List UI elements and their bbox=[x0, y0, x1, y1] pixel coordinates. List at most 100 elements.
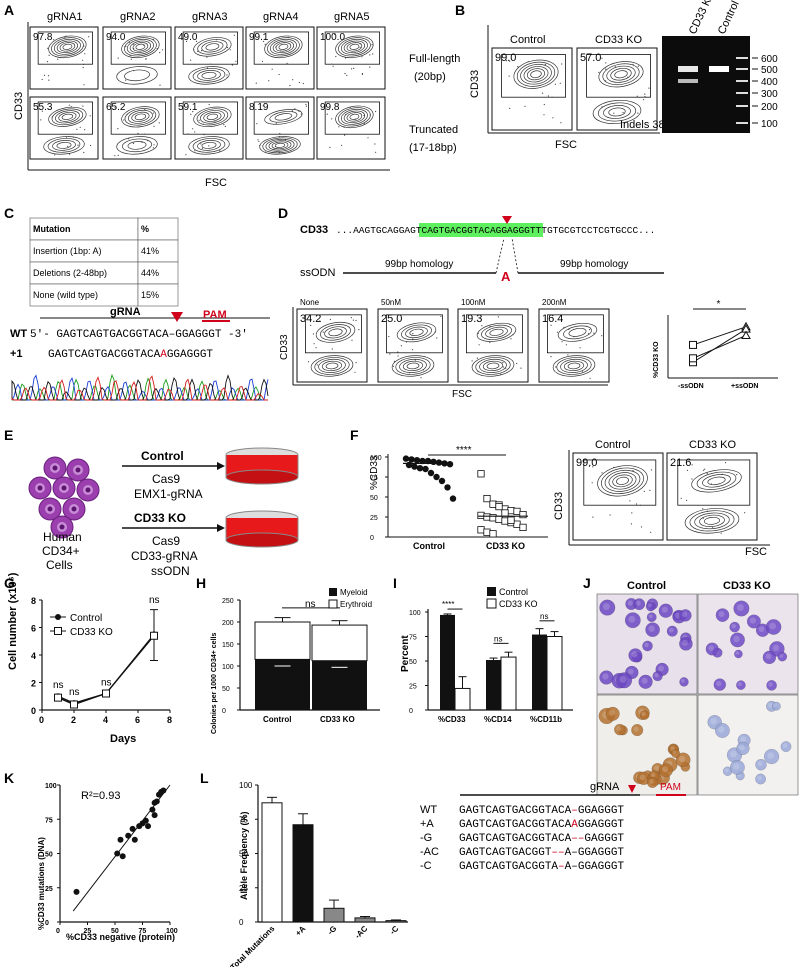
panel-a-plot-r1-c5-value: 100.0 bbox=[320, 32, 345, 43]
gel-ladder-band-6 bbox=[736, 122, 748, 124]
gel-ladder-label-100: 100 bbox=[761, 119, 778, 130]
panel-k-xlabel: %CD33 negative (protein) bbox=[66, 932, 175, 942]
i-ytick-75: 75 bbox=[409, 635, 417, 642]
g-xtick-0: 0 bbox=[39, 715, 44, 725]
f-control-pt-12 bbox=[416, 465, 424, 472]
h-ytick-50: 50 bbox=[222, 686, 230, 693]
i-bar-ko-2 bbox=[500, 656, 517, 711]
panel-a-plot-r1-c1-gate bbox=[37, 31, 93, 65]
k-ytick-50: 50 bbox=[45, 852, 53, 859]
g-ko-pt-2 bbox=[70, 700, 78, 709]
h-ytick-200: 200 bbox=[222, 620, 234, 627]
panel-d-plot-3-neg-pop bbox=[471, 355, 515, 377]
e-ko-line2: CD33-gRNA bbox=[131, 549, 198, 563]
allele-seq-5: GAGTCAGTGACGGTA–A–GGAGGGT bbox=[459, 861, 624, 873]
i-sig-1: **** bbox=[442, 600, 454, 609]
panel-a-plot-r1-c4: 99.1 bbox=[245, 26, 315, 90]
l-xcat-5: -C bbox=[388, 924, 400, 936]
homology-left: 99bp homology bbox=[385, 259, 453, 270]
panel-d: CD33 ...AAGTGCAGGAGTCAGTGACGGTACAGGAGGGT… bbox=[279, 216, 778, 400]
paired-sig: * bbox=[717, 299, 721, 310]
panel-a-plot-r2-c3-gate bbox=[182, 101, 238, 135]
panel-a-xlabel: FSC bbox=[205, 177, 227, 189]
gel-ladder-band-5 bbox=[736, 105, 748, 107]
panel-letter-g: G bbox=[4, 575, 15, 591]
panel-d-plot-1-gate bbox=[304, 314, 362, 354]
panel-l: 0 25 50 75 100 Total Mutations +A -G -AC -C Allel… bbox=[229, 781, 686, 967]
panel-a-plot-r1-c2-pos-pop bbox=[121, 35, 160, 59]
i-legend-control: Control bbox=[499, 587, 528, 597]
f-ko-pt-16 bbox=[519, 523, 527, 532]
panel-b-plot-1-value: 99.0 bbox=[495, 52, 516, 64]
panel-a-plot-r1-c3: 49.0 bbox=[174, 26, 244, 90]
e-control-title: Control bbox=[141, 449, 184, 463]
ssodn-insert: A bbox=[501, 269, 511, 284]
panel-d-sequence: ...AAGTGCAGGAGTCAGTGACGGTACAGGAGGGTTTGTG… bbox=[336, 225, 655, 236]
paired-line-2 bbox=[692, 328, 747, 363]
k-xtick-50: 50 bbox=[111, 928, 119, 935]
allele-seq-3: GAGTCAGTGACGGTACA––GAGGGT bbox=[459, 833, 624, 845]
panel-a-plot-r1-c4-value: 99.1 bbox=[249, 32, 269, 43]
panel-h-ylabel: Colonies per 1000 CD34+ cells bbox=[211, 633, 218, 734]
g-ko-pt-4 bbox=[150, 631, 158, 640]
g-xtick-4: 4 bbox=[103, 715, 108, 725]
i-legend-control-swatch bbox=[487, 587, 496, 596]
panel-d-plot-title-2: 50nM bbox=[381, 298, 401, 307]
panel-a-plot-r2-c1-neg-pop bbox=[43, 136, 85, 155]
panel-l-pam: PAM bbox=[660, 782, 681, 793]
f-control-pt-14 bbox=[427, 469, 435, 477]
petri-dish-ko bbox=[225, 510, 299, 548]
panel-a-ylabel: CD33 bbox=[13, 92, 25, 120]
f-control-pt-11 bbox=[411, 463, 418, 470]
f-ytick-75: 75 bbox=[370, 475, 378, 482]
k-pt-5 bbox=[125, 832, 132, 839]
f-control-pt-9 bbox=[446, 461, 454, 468]
paired-line-1 bbox=[692, 326, 747, 346]
f-ko-pt-17 bbox=[477, 526, 485, 534]
panel-d-plot-title-3: 100nM bbox=[461, 298, 486, 307]
panel-b-plot-1: 99.0 bbox=[491, 47, 573, 131]
panel-b-plot-title-2: CD33 KO bbox=[595, 34, 643, 46]
panel-letter-f: F bbox=[350, 427, 359, 443]
f-ko-pt-19 bbox=[489, 530, 497, 538]
panel-letter-k: K bbox=[4, 770, 14, 786]
k-ytick-100: 100 bbox=[45, 783, 57, 790]
k-pt-18 bbox=[151, 799, 158, 806]
panel-letter-a: A bbox=[4, 2, 14, 18]
l-bar-2 bbox=[292, 824, 314, 923]
f-ko-pt-9 bbox=[477, 511, 485, 520]
gel-band-ko-mid bbox=[678, 79, 698, 83]
panel-d-plot-1-pos-pop bbox=[315, 321, 356, 343]
e-ko-line1: Cas9 bbox=[152, 534, 180, 548]
ssodn-label: ssODN bbox=[300, 267, 336, 279]
panel-d-plot-3-value: 19.3 bbox=[461, 313, 482, 325]
plus1-label: +1 bbox=[10, 348, 23, 360]
panel-d-plot-2: 25.0 bbox=[377, 308, 449, 383]
panel-j-col-control: Control bbox=[627, 580, 666, 592]
gel-band-control bbox=[709, 66, 729, 72]
g-ko-pt-1 bbox=[54, 693, 62, 702]
panel-a-plot-r2-c2-pos-pop bbox=[121, 106, 160, 128]
table-cell-r1-c0: Insertion (1bp: A) bbox=[33, 246, 102, 256]
panel-b: Control 99.0 CD33 KO 57.0 CD33 FSC Indels 3… bbox=[469, 0, 778, 151]
f-ko-pt-21 bbox=[501, 509, 509, 517]
i-legend-ko-swatch bbox=[486, 598, 497, 609]
g-ytick-0: 0 bbox=[31, 706, 36, 716]
h-xcat-2: CD33 KO bbox=[320, 715, 355, 724]
f-ko-pt-2 bbox=[483, 494, 491, 503]
panel-b-plot-2-value: 57.0 bbox=[580, 52, 601, 64]
h-legend-erythroid-swatch bbox=[328, 599, 338, 609]
h-legend-myeloid: Myeloid bbox=[340, 588, 368, 597]
panel-a-plot-r2-c2-neg-pop bbox=[116, 136, 158, 155]
panel-a-plot-r2-c3-neg-pop bbox=[188, 136, 230, 155]
panel-a-plot-r2-c4-value: 8.19 bbox=[249, 102, 269, 113]
l-xcat-2: +A bbox=[294, 924, 308, 938]
gel-ladder-band-4 bbox=[736, 92, 748, 94]
e-control-line2: EMX1-gRNA bbox=[134, 487, 203, 501]
panel-d-plot-1-value: 34.2 bbox=[300, 313, 321, 325]
panel-f-flow-ylabel: CD33 bbox=[553, 492, 565, 520]
f-control-pt-13 bbox=[422, 465, 429, 473]
panel-a-plot-r1-c2-value: 94.0 bbox=[106, 32, 126, 43]
